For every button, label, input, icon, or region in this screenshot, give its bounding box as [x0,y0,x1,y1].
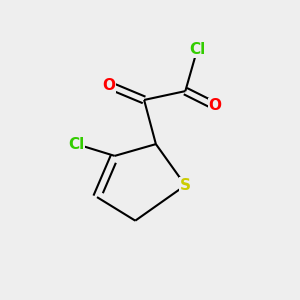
Text: Cl: Cl [189,42,205,57]
Text: S: S [180,178,191,193]
Text: O: O [208,98,221,113]
Text: O: O [102,78,115,93]
Text: Cl: Cl [68,136,85,152]
